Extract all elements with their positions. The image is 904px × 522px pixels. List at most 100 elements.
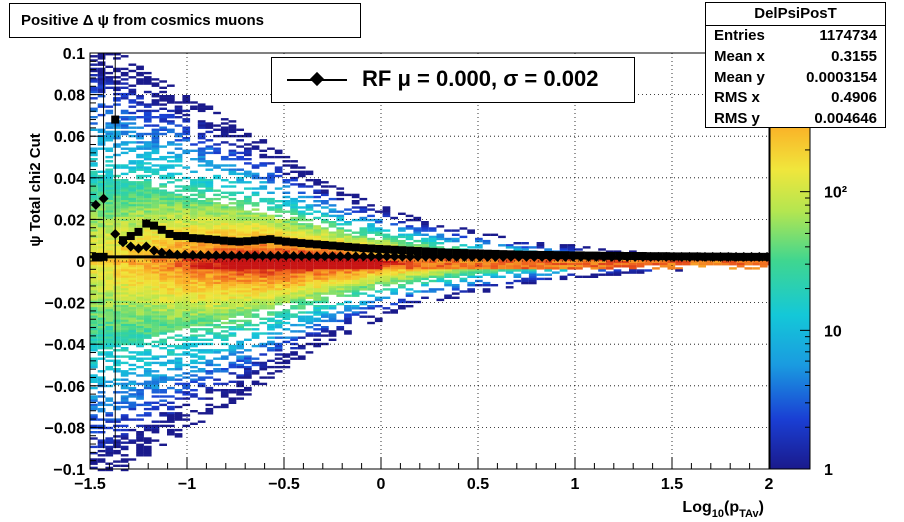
heatmap-cell xyxy=(90,162,98,165)
heatmap-cell xyxy=(128,126,137,129)
heatmap-cell xyxy=(120,118,129,121)
heatmap-cell xyxy=(236,382,244,386)
heatmap-cell xyxy=(143,332,152,335)
heatmap-cell xyxy=(228,248,237,251)
heatmap-cell xyxy=(159,281,167,285)
heatmap-cell xyxy=(544,273,552,276)
heatmap-cell xyxy=(136,433,144,436)
heatmap-cell xyxy=(259,302,268,306)
heatmap-cell xyxy=(197,155,206,159)
heatmap-cell xyxy=(151,263,160,266)
heatmap-cell xyxy=(174,258,183,262)
heatmap-cell xyxy=(97,294,106,297)
heatmap-cell xyxy=(244,321,252,325)
heatmap-cell xyxy=(344,307,352,310)
heatmap-cell xyxy=(220,284,229,287)
heatmap-cell xyxy=(336,216,345,220)
heatmap-cell xyxy=(259,292,268,295)
heatmap-cell xyxy=(205,151,214,155)
heatmap-cell xyxy=(351,307,360,310)
heatmap-cell xyxy=(97,353,106,356)
heatmap-cell xyxy=(174,189,183,192)
heatmap-cell xyxy=(374,267,383,270)
heatmap-cell xyxy=(205,130,214,134)
heatmap-cell xyxy=(505,265,514,268)
heatmap-cell xyxy=(90,445,98,449)
heatmap-cell xyxy=(351,311,360,314)
heatmap-cell xyxy=(305,302,314,306)
heatmap-cell xyxy=(97,305,106,308)
stat-value: 0.3155 xyxy=(831,47,877,65)
heatmap-cell xyxy=(205,321,214,325)
heatmap-cell xyxy=(220,208,229,211)
heatmap-cell xyxy=(182,206,191,209)
heatmap-cell xyxy=(182,279,191,283)
heatmap-cell xyxy=(421,277,429,281)
heatmap-cell xyxy=(143,328,152,331)
heatmap-cell xyxy=(236,298,244,302)
heatmap-cell xyxy=(328,279,337,283)
heatmap-cell xyxy=(113,202,121,205)
heatmap-cell xyxy=(136,307,144,310)
heatmap-cell xyxy=(475,265,483,268)
rf-point xyxy=(459,251,470,262)
heatmap-cell xyxy=(143,386,152,390)
heatmap-cell xyxy=(228,353,237,356)
heatmap-cell xyxy=(136,101,144,104)
heatmap-cell xyxy=(251,281,260,285)
heatmap-cell xyxy=(159,420,167,423)
heatmap-cell xyxy=(159,128,167,131)
heatmap-cell xyxy=(143,357,152,360)
heatmap-cell xyxy=(305,248,314,251)
heatmap-cell xyxy=(90,349,98,352)
heatmap-cell xyxy=(120,428,129,432)
heatmap-cell xyxy=(513,279,522,283)
heatmap-cell xyxy=(236,319,244,323)
heatmap-cell xyxy=(120,208,129,211)
heatmap-cell xyxy=(205,185,214,188)
heatmap-cell xyxy=(97,288,106,291)
heatmap-cell xyxy=(113,221,121,224)
stat-value: 0.004646 xyxy=(814,110,877,128)
heatmap-cell xyxy=(228,288,237,291)
heatmap-cell xyxy=(297,286,306,289)
heatmap-cell xyxy=(328,204,337,207)
heatmap-cell xyxy=(97,130,106,134)
heatmap-cell xyxy=(128,372,137,375)
heatmap-cell xyxy=(213,149,221,152)
heatmap-cell xyxy=(205,248,214,251)
heatmap-cell xyxy=(374,233,383,236)
heatmap-cell xyxy=(182,347,191,350)
heatmap-cell xyxy=(97,210,106,213)
heatmap-cell xyxy=(90,214,98,218)
heatmap-cell xyxy=(174,212,183,215)
heatmap-cell xyxy=(197,311,206,314)
heatmap-cell xyxy=(321,334,329,337)
heatmap-cell xyxy=(190,279,198,283)
heatmap-cell xyxy=(336,263,345,266)
heatmap-cell xyxy=(174,288,183,291)
heatmap-cell xyxy=(220,155,229,159)
heatmap-cell xyxy=(205,107,214,110)
heatmap-cell xyxy=(436,233,445,236)
heatmap-cell xyxy=(344,273,352,276)
heatmap-cell xyxy=(205,212,214,215)
heatmap-cell xyxy=(228,170,237,173)
heatmap-cell xyxy=(128,342,137,346)
heatmap-cell xyxy=(120,286,129,289)
heatmap-cell xyxy=(174,302,183,306)
heatmap-cell xyxy=(267,214,275,218)
heatmap-cell xyxy=(213,389,221,392)
heatmap-cell xyxy=(213,134,221,138)
heatmap-cell xyxy=(120,164,129,167)
heatmap-cell xyxy=(244,275,252,278)
heatmap-cell xyxy=(605,271,614,274)
heatmap-cell xyxy=(97,357,106,360)
heatmap-cell xyxy=(236,290,244,293)
rf-point xyxy=(707,251,718,262)
heatmap-cell xyxy=(321,260,329,264)
rf-point xyxy=(537,251,548,262)
heatmap-cell xyxy=(105,183,114,186)
heatmap-cell xyxy=(90,147,98,150)
rms-point xyxy=(204,235,213,244)
